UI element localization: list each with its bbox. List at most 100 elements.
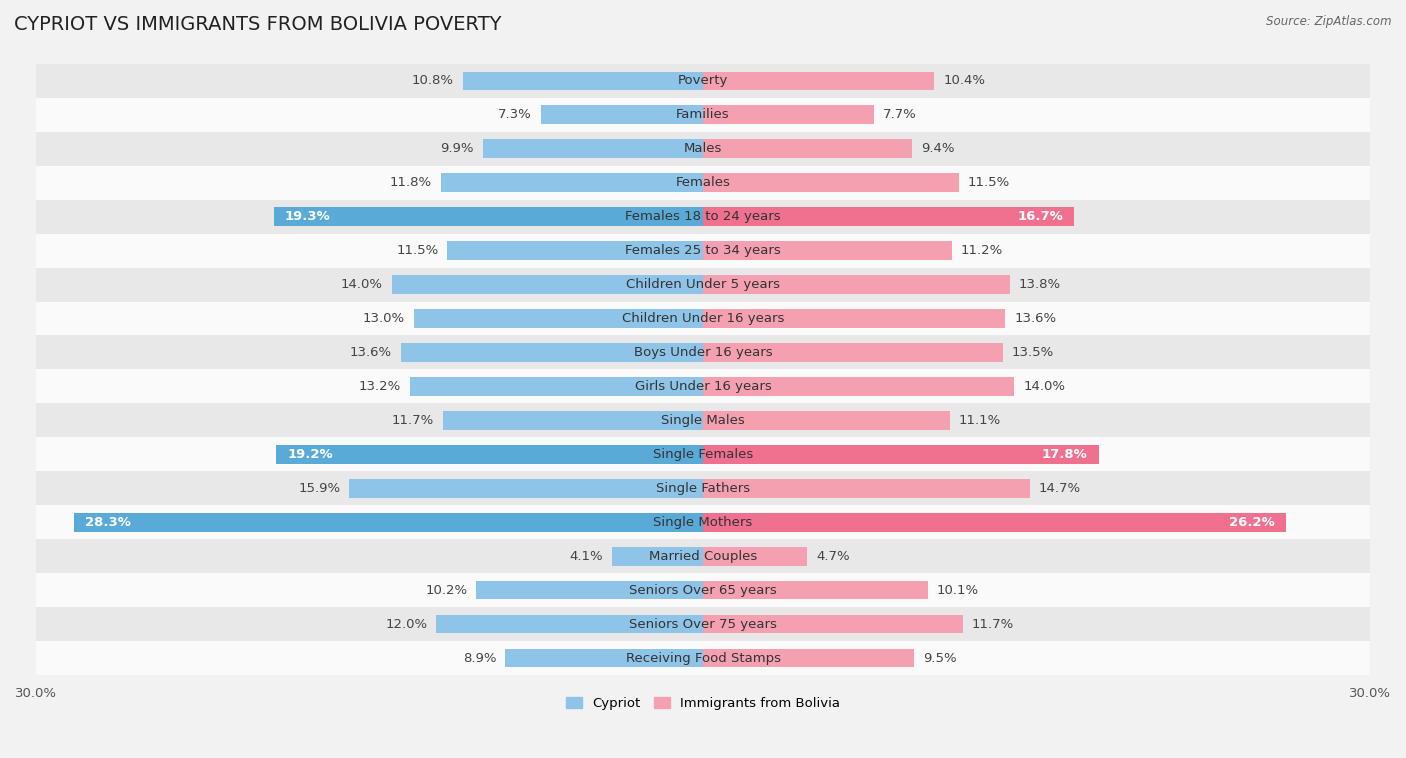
Text: 19.3%: 19.3% — [285, 210, 330, 223]
Bar — [350, 479, 703, 497]
Text: Poverty: Poverty — [678, 74, 728, 87]
Bar — [440, 174, 703, 192]
Bar — [703, 105, 875, 124]
Bar — [477, 581, 703, 600]
Bar — [37, 268, 1369, 302]
Text: 10.8%: 10.8% — [412, 74, 454, 87]
Bar — [37, 437, 1369, 471]
Bar — [463, 71, 703, 90]
Bar — [703, 71, 934, 90]
Text: 13.6%: 13.6% — [350, 346, 392, 359]
Bar — [703, 139, 912, 158]
Bar — [37, 506, 1369, 539]
Bar — [436, 615, 703, 634]
Text: 11.8%: 11.8% — [389, 176, 432, 190]
Text: 17.8%: 17.8% — [1042, 448, 1088, 461]
Text: 8.9%: 8.9% — [463, 652, 496, 665]
Text: 11.7%: 11.7% — [392, 414, 434, 427]
Text: Males: Males — [683, 143, 723, 155]
Text: Girls Under 16 years: Girls Under 16 years — [634, 380, 772, 393]
Bar — [541, 105, 703, 124]
Text: 7.3%: 7.3% — [498, 108, 531, 121]
Bar — [703, 275, 1010, 294]
Bar — [703, 547, 807, 565]
Text: 10.1%: 10.1% — [936, 584, 979, 597]
Bar — [37, 132, 1369, 166]
Text: 4.1%: 4.1% — [569, 550, 603, 562]
Bar — [482, 139, 703, 158]
Text: 13.5%: 13.5% — [1012, 346, 1054, 359]
Bar — [37, 166, 1369, 199]
Bar — [413, 309, 703, 328]
Text: Seniors Over 65 years: Seniors Over 65 years — [628, 584, 778, 597]
Text: 10.4%: 10.4% — [943, 74, 986, 87]
Bar — [703, 479, 1029, 497]
Bar — [37, 302, 1369, 336]
Text: Boys Under 16 years: Boys Under 16 years — [634, 346, 772, 359]
Bar — [409, 377, 703, 396]
Bar — [703, 649, 914, 667]
Bar — [703, 309, 1005, 328]
Text: 13.2%: 13.2% — [359, 380, 401, 393]
Bar — [505, 649, 703, 667]
Text: Children Under 16 years: Children Under 16 years — [621, 312, 785, 325]
Bar — [37, 369, 1369, 403]
Bar — [37, 539, 1369, 573]
Bar — [37, 471, 1369, 506]
Text: 12.0%: 12.0% — [385, 618, 427, 631]
Bar — [703, 513, 1285, 531]
Text: 16.7%: 16.7% — [1018, 210, 1063, 223]
Bar — [612, 547, 703, 565]
Text: 14.7%: 14.7% — [1039, 482, 1081, 495]
Text: 11.7%: 11.7% — [972, 618, 1014, 631]
Text: 11.2%: 11.2% — [960, 244, 1002, 257]
Text: Single Males: Single Males — [661, 414, 745, 427]
Text: 28.3%: 28.3% — [84, 515, 131, 529]
Bar — [703, 208, 1074, 226]
Bar — [703, 343, 1002, 362]
Text: Females 18 to 24 years: Females 18 to 24 years — [626, 210, 780, 223]
Bar — [37, 233, 1369, 268]
Text: Seniors Over 75 years: Seniors Over 75 years — [628, 618, 778, 631]
Text: Single Mothers: Single Mothers — [654, 515, 752, 529]
Text: 13.6%: 13.6% — [1014, 312, 1056, 325]
Text: 14.0%: 14.0% — [1024, 380, 1066, 393]
Text: 14.0%: 14.0% — [340, 278, 382, 291]
Text: Females: Females — [675, 176, 731, 190]
Bar — [703, 615, 963, 634]
Bar — [703, 445, 1098, 464]
Bar — [37, 573, 1369, 607]
Text: Females 25 to 34 years: Females 25 to 34 years — [626, 244, 780, 257]
Text: 26.2%: 26.2% — [1229, 515, 1274, 529]
Bar — [37, 403, 1369, 437]
Legend: Cypriot, Immigrants from Bolivia: Cypriot, Immigrants from Bolivia — [561, 691, 845, 715]
Text: Single Fathers: Single Fathers — [657, 482, 749, 495]
Bar — [401, 343, 703, 362]
Bar — [443, 411, 703, 430]
Bar — [37, 641, 1369, 675]
Text: 19.2%: 19.2% — [287, 448, 333, 461]
Bar — [37, 607, 1369, 641]
Text: Source: ZipAtlas.com: Source: ZipAtlas.com — [1267, 15, 1392, 28]
Text: Children Under 5 years: Children Under 5 years — [626, 278, 780, 291]
Bar — [703, 241, 952, 260]
Bar — [73, 513, 703, 531]
Text: Receiving Food Stamps: Receiving Food Stamps — [626, 652, 780, 665]
Text: 11.5%: 11.5% — [967, 176, 1010, 190]
Text: 9.4%: 9.4% — [921, 143, 955, 155]
Text: CYPRIOT VS IMMIGRANTS FROM BOLIVIA POVERTY: CYPRIOT VS IMMIGRANTS FROM BOLIVIA POVER… — [14, 15, 502, 34]
Bar — [37, 64, 1369, 98]
Text: Families: Families — [676, 108, 730, 121]
Text: 10.2%: 10.2% — [425, 584, 467, 597]
Bar — [703, 377, 1014, 396]
Bar — [274, 208, 703, 226]
Bar — [37, 98, 1369, 132]
Text: 13.8%: 13.8% — [1019, 278, 1062, 291]
Text: 7.7%: 7.7% — [883, 108, 917, 121]
Bar — [392, 275, 703, 294]
Text: Married Couples: Married Couples — [650, 550, 756, 562]
Text: 15.9%: 15.9% — [298, 482, 340, 495]
Bar — [37, 199, 1369, 233]
Text: Single Females: Single Females — [652, 448, 754, 461]
Text: 4.7%: 4.7% — [817, 550, 851, 562]
